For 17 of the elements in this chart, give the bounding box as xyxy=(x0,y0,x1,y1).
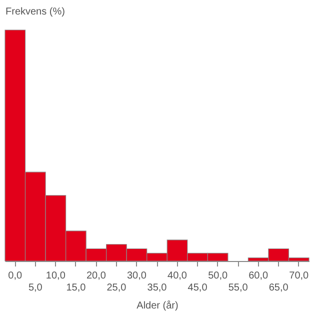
x-tick-label: 45,0 xyxy=(188,282,208,294)
x-tick-label: 20,0 xyxy=(86,270,106,282)
x-tick-label: 30,0 xyxy=(127,270,147,282)
x-tick-label: 65,0 xyxy=(268,282,289,294)
x-tick-label: 60,0 xyxy=(248,270,268,282)
x-tick-label: 50,0 xyxy=(208,270,228,282)
x-tick-label: 0,0 xyxy=(8,270,23,282)
y-axis-title: Frekvens (%) xyxy=(6,6,65,18)
x-tick-label: 35,0 xyxy=(147,282,168,294)
x-tick-label: 40,0 xyxy=(168,270,188,282)
x-tick-label: 5,0 xyxy=(28,282,43,294)
x-tick-label: 10,0 xyxy=(46,270,66,282)
x-axis-title: Alder (år) xyxy=(136,300,178,312)
x-tick-label: 70,0 xyxy=(289,270,310,282)
x-tick-label: 15,0 xyxy=(66,282,86,294)
x-tick-label: 25,0 xyxy=(106,282,127,294)
x-tick-label: 55,0 xyxy=(228,282,248,294)
